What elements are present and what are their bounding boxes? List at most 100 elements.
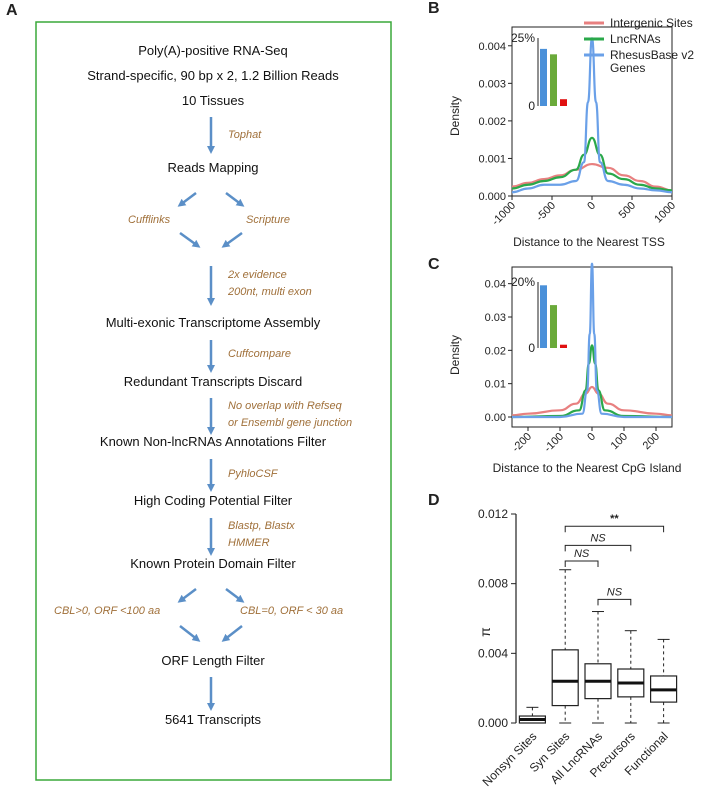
panel-letter-d: D <box>428 492 440 509</box>
chart-boxplot-ylabel: π <box>477 627 493 637</box>
chart-tss-xtick-label-3: 500 <box>617 200 638 221</box>
panel-letter-a: A <box>6 2 18 19</box>
sig-bracket-3 <box>597 598 632 606</box>
chart-cpg-ytick-label-2: 0.02 <box>485 345 506 357</box>
tool-evidence-1: 2x evidence <box>227 269 287 281</box>
step-rnaseq: Poly(A)-positive RNA-Seq <box>138 43 288 58</box>
tool-overlap-1: No overlap with Refseq <box>228 400 343 412</box>
chart-tss-ytick-label-4: 0.004 <box>478 41 506 53</box>
legend-label-rhesusbase-line2: Genes <box>610 61 645 75</box>
legend-label-rhesusbase-line1: RhesusBase v2 <box>610 48 694 62</box>
chart-boxplot-boxes <box>518 569 678 724</box>
tool-blast: Blastp, Blastx <box>228 520 295 532</box>
chart-cpg-inset-bar-2 <box>560 344 567 348</box>
boxplot-ytick-label-2: 0.008 <box>478 577 508 591</box>
step-assembly: Multi-exonic Transcriptome Assembly <box>106 315 321 330</box>
chart-cpg-series-0 <box>511 385 673 417</box>
box-0 <box>518 706 547 724</box>
tool-scripture: Scripture <box>246 214 290 226</box>
flowchart: Poly(A)-positive RNA-Seq Strand-specific… <box>35 21 392 781</box>
chart-cpg-xtick-label-3: 100 <box>609 431 630 452</box>
tool-cufflinks: Cufflinks <box>128 214 171 226</box>
chart-tss: -1000 -500 0 500 1000 0.000 0.001 0.002 0.003 0.0… <box>448 16 697 249</box>
sig-label-2: NS <box>574 548 590 560</box>
sig-bracket-1 <box>564 544 632 552</box>
chart-cpg-lines <box>511 262 673 419</box>
tool-overlap-2: or Ensembl gene junction <box>228 417 352 429</box>
chart-tss-inset-bar-0 <box>540 48 547 106</box>
box-1-iqr <box>551 649 579 707</box>
chart-tss-ytick-label-0: 0.000 <box>478 191 506 203</box>
chart-cpg-inset-top-label: 20% <box>511 275 535 289</box>
chart-cpg-series-2 <box>511 262 672 419</box>
sig-label-0: ** <box>610 513 619 525</box>
box-4 <box>649 638 678 724</box>
chart-cpg-inset-bar-1 <box>550 305 557 348</box>
tool-phylocsf: PyhloCSF <box>228 468 279 480</box>
flowchart-border <box>35 21 392 781</box>
chart-tss-ytick-label-2: 0.002 <box>478 116 506 128</box>
chart-cpg-xlabel: Distance to the Nearest CpG Island <box>493 461 682 475</box>
chart-tss-inset-top-label: 25% <box>511 31 535 45</box>
chart-cpg-xtick-label-4: 200 <box>641 431 662 452</box>
arrow-cbl-left <box>177 588 197 603</box>
arrow-orf-left <box>179 625 201 642</box>
tool-evidence-2: 200nt, multi exon <box>227 286 312 298</box>
chart-cpg-xtick-label-0: -200 <box>510 431 534 455</box>
tool-cuffcompare: Cuffcompare <box>228 348 291 360</box>
chart-tss-xtick-label-1: -500 <box>534 200 558 224</box>
chart-tss-xtick-label-2: 0 <box>585 200 598 213</box>
chart-tss-ytick-label-1: 0.001 <box>478 153 506 165</box>
box-2 <box>584 611 612 724</box>
box-3 <box>617 630 645 724</box>
legend-label-lncrnas: LncRNAs <box>610 32 661 46</box>
legend-label-intergenic: Intergenic Sites <box>610 16 693 30</box>
chart-tss-series-1 <box>511 136 673 192</box>
step-tissues: 10 Tissues <box>182 93 245 108</box>
tool-hmmer: HMMER <box>228 537 270 549</box>
tool-tophat: Tophat <box>228 129 262 141</box>
boxplot-category-0: Nonsyn Sites <box>480 729 540 789</box>
chart-cpg-xtick-label-2: 0 <box>585 431 598 444</box>
chart-tss-ticks: -1000 -500 0 500 1000 0.000 0.001 0.002 0.003 0.0… <box>478 41 678 228</box>
step-strand-specific: Strand-specific, 90 bp x 2, 1.2 Billion … <box>87 68 339 83</box>
arrow-scripture <box>225 192 245 207</box>
tool-cbl-right: CBL=0, ORF < 30 aa <box>240 605 343 617</box>
step-reads-mapping: Reads Mapping <box>167 160 258 175</box>
chart-tss-xtick-label-0: -1000 <box>490 200 518 228</box>
chart-cpg-xtick-label-1: -100 <box>542 431 566 455</box>
sig-bracket-2 <box>564 560 599 568</box>
chart-tss-xlabel: Distance to the Nearest TSS <box>513 235 665 249</box>
chart-cpg-ytick-label-4: 0.04 <box>485 279 506 291</box>
tool-cbl-left: CBL>0, ORF <100 aa <box>54 605 160 617</box>
sig-label-3: NS <box>607 586 623 598</box>
chart-cpg-inset-bottom-label: 0 <box>528 341 535 355</box>
chart-tss-inset: 25% 0 <box>511 31 567 113</box>
chart-cpg-ticks: -200 -100 0 100 200 0.00 0.01 0.02 0.03 0.04 <box>485 279 663 455</box>
chart-cpg-ytick-label-3: 0.03 <box>485 312 506 324</box>
chart-tss-inset-bottom-label: 0 <box>528 99 535 113</box>
chart-cpg: -200 -100 0 100 200 0.00 0.01 0.02 0.03 0.04 20% 0… <box>448 262 682 475</box>
chart-cpg-ytick-label-0: 0.00 <box>485 412 506 424</box>
chart-cpg-inset-bar-0 <box>540 285 547 348</box>
panel-letter-b: B <box>428 0 440 17</box>
chart-tss-inset-bar-2 <box>560 99 567 106</box>
chart-cpg-ytick-label-1: 0.01 <box>485 379 506 391</box>
legend-label-rhesusbase: RhesusBase v2 Genes <box>610 48 697 75</box>
chart-tss-legend: Intergenic Sites LncRNAs RhesusBase v2 G… <box>584 16 697 75</box>
step-orf-length: ORF Length Filter <box>161 653 265 668</box>
panel-letter-c: C <box>428 256 440 273</box>
chart-tss-xtick-label-4: 1000 <box>652 200 678 226</box>
chart-tss-ytick-label-3: 0.003 <box>478 78 506 90</box>
chart-cpg-series-1 <box>511 344 673 419</box>
sig-label-1: NS <box>590 532 606 544</box>
step-final-count: 5641 Transcripts <box>165 712 262 727</box>
sig-bracket-0 <box>564 525 665 533</box>
boxplot-ytick-label-3: 0.012 <box>478 507 508 521</box>
step-coding-potential: High Coding Potential Filter <box>134 493 293 508</box>
box-1 <box>551 569 579 724</box>
step-redundant: Redundant Transcripts Discard <box>124 374 302 389</box>
